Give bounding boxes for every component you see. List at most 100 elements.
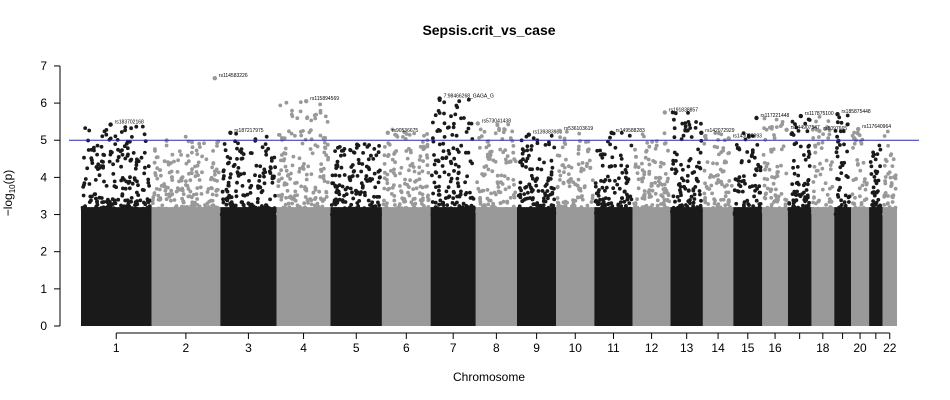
snp-label: rs117640964 <box>862 124 891 130</box>
snp-point <box>600 155 605 160</box>
snp-point <box>627 133 632 138</box>
snp-label: rs149588283 <box>616 128 645 134</box>
snp-point <box>366 208 371 212</box>
snp-point <box>732 210 737 215</box>
snp-point <box>454 133 459 138</box>
snp-point <box>172 159 176 164</box>
snp-point <box>99 159 104 164</box>
x-tick-label: 10 <box>569 341 583 355</box>
chromosome-19-points <box>833 113 852 326</box>
snp-point <box>642 170 647 175</box>
snp-point <box>318 174 323 179</box>
snp-point <box>324 189 329 194</box>
snp-point <box>891 208 895 213</box>
snp-point <box>397 202 402 207</box>
snp-point <box>187 194 192 199</box>
snp-point <box>579 194 584 199</box>
snp-point <box>789 212 794 217</box>
snp-point <box>567 180 571 185</box>
snp-point <box>624 170 629 175</box>
snp-point <box>557 169 562 174</box>
snp-point <box>225 198 230 203</box>
snp-point <box>260 145 265 150</box>
snp-point <box>446 195 451 200</box>
top-snp-point <box>784 127 789 132</box>
snp-point <box>484 145 489 150</box>
snp-point <box>599 179 603 183</box>
snp-point <box>236 166 241 170</box>
snp-point <box>170 152 175 157</box>
snp-point <box>754 168 759 173</box>
snp-point <box>864 182 869 187</box>
snp-point <box>129 126 134 131</box>
snp-point <box>820 187 825 192</box>
snp-point <box>313 185 318 190</box>
snp-point <box>347 175 352 180</box>
snp-point <box>233 212 237 217</box>
snp-point <box>210 186 214 191</box>
snp-point <box>282 183 287 187</box>
snp-point <box>221 200 226 205</box>
snp-point <box>856 212 860 217</box>
snp-point <box>283 202 288 207</box>
snp-point <box>453 212 457 217</box>
snp-point <box>119 130 124 134</box>
snp-annotations: rs183702168rs114583226rs187217975rs11589… <box>108 73 891 141</box>
snp-point <box>452 169 456 173</box>
snp-point <box>298 166 302 171</box>
snp-point <box>425 184 429 189</box>
snp-point <box>425 163 430 168</box>
snp-point <box>442 206 447 211</box>
snp-point <box>531 202 536 207</box>
snp-point <box>817 115 822 119</box>
snp-point <box>110 212 115 217</box>
snp-point <box>108 152 113 157</box>
snp-point <box>824 203 828 207</box>
snp-point <box>517 204 522 209</box>
snp-point <box>130 181 135 186</box>
snp-label: rs114583226 <box>219 73 248 79</box>
snp-point <box>794 125 799 130</box>
snp-point <box>625 164 630 169</box>
snp-point <box>129 196 134 200</box>
snp-point <box>512 182 516 187</box>
snp-point <box>712 201 717 206</box>
snp-point <box>115 158 120 163</box>
snp-point <box>354 146 359 150</box>
snp-point <box>239 147 244 152</box>
snp-point <box>772 136 777 140</box>
snp-point <box>135 199 140 204</box>
snp-point <box>433 200 438 205</box>
snp-point <box>421 159 425 164</box>
snp-point <box>798 144 803 149</box>
snp-point <box>226 183 231 188</box>
snp-point <box>92 192 97 197</box>
snp-point <box>279 194 284 199</box>
snp-point <box>713 198 717 203</box>
snp-point <box>525 148 530 153</box>
snp-point <box>452 202 457 207</box>
snp-point <box>211 161 216 165</box>
snp-point <box>882 212 886 217</box>
snp-point <box>145 205 150 210</box>
snp-point <box>489 191 493 196</box>
snp-point <box>677 182 682 186</box>
snp-point <box>209 212 214 217</box>
snp-point <box>852 212 857 217</box>
snp-point <box>883 175 888 179</box>
snp-point <box>325 120 330 124</box>
snp-point <box>298 109 303 114</box>
snp-point <box>718 179 723 184</box>
snp-point <box>255 200 260 205</box>
snp-point <box>506 160 511 165</box>
snp-point <box>215 205 220 210</box>
snp-point <box>281 205 286 210</box>
snp-point <box>123 186 128 191</box>
snp-point <box>90 161 95 166</box>
snp-point <box>776 194 781 199</box>
snp-point <box>464 203 469 208</box>
snp-point <box>152 160 157 165</box>
snp-point <box>552 209 556 214</box>
snp-point <box>160 203 165 208</box>
